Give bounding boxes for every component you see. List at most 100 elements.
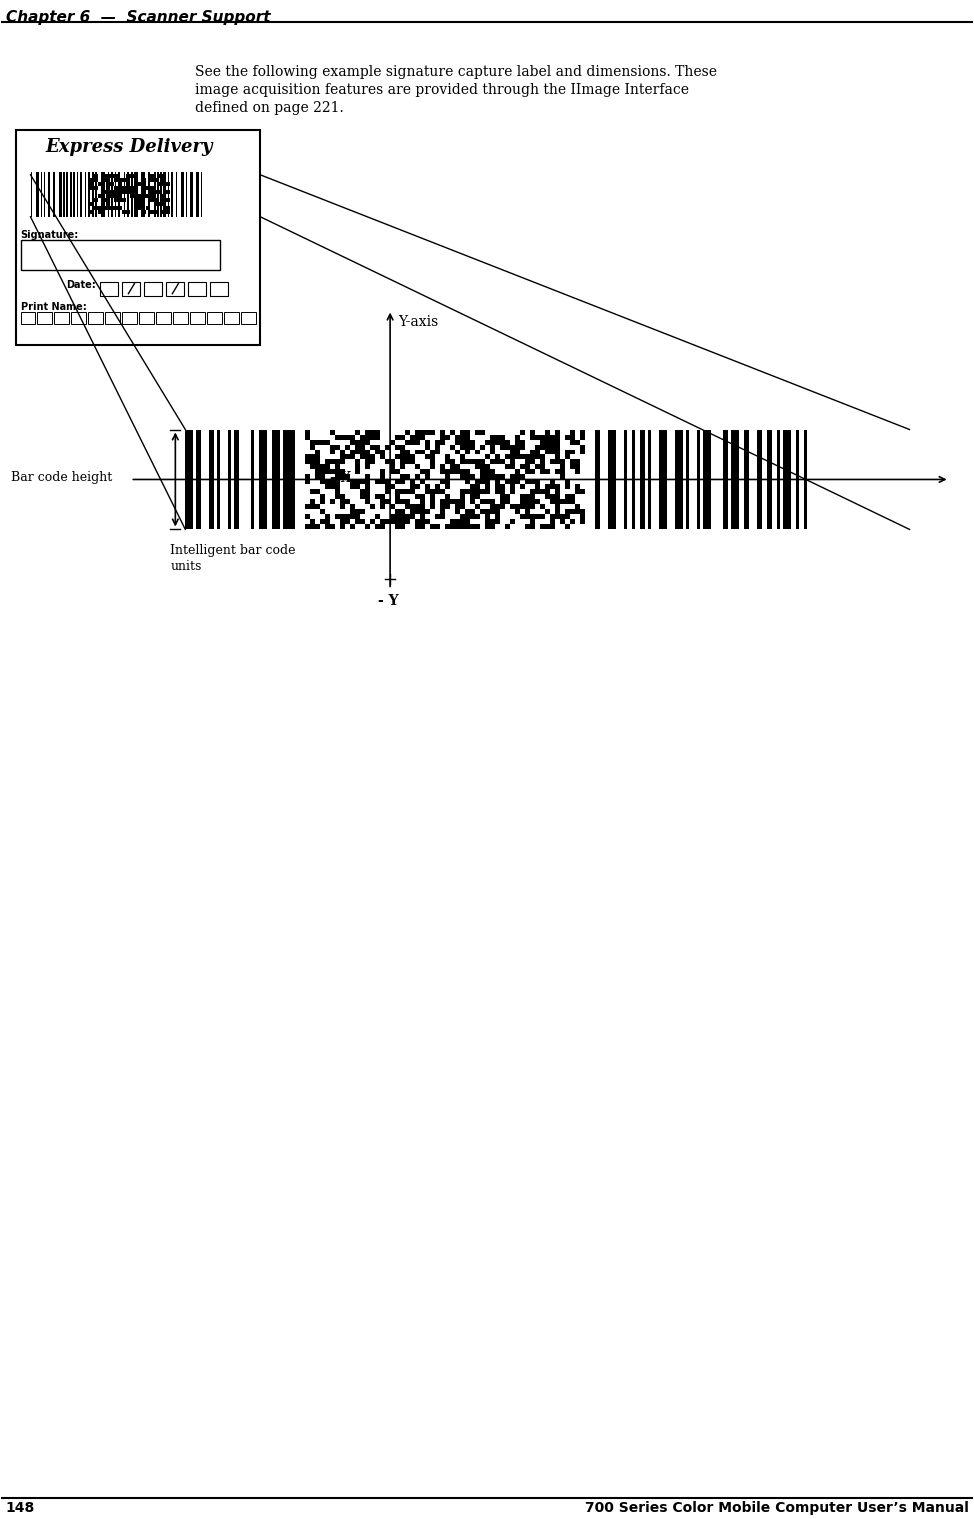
Bar [36,172,39,217]
Bar [500,434,505,439]
Bar [580,509,585,515]
Bar [173,311,188,324]
Bar [360,445,365,450]
Bar [325,459,330,465]
Bar [356,509,360,515]
Bar [431,500,435,504]
Bar [450,430,455,434]
Bar [405,489,410,495]
Bar [485,465,490,469]
Bar [555,430,560,434]
Bar [360,509,365,515]
Bar [500,445,505,450]
Bar [465,469,470,474]
Bar [796,430,799,530]
Bar [330,430,335,434]
Bar [565,495,570,500]
Bar [565,509,570,515]
Bar [475,489,480,495]
Bar [465,524,470,530]
Bar [440,469,445,474]
Bar [365,430,370,434]
Bar [310,524,316,530]
Bar [465,445,470,450]
Bar [123,311,137,324]
Bar [150,190,154,194]
Bar [168,172,169,217]
Bar [259,430,267,530]
Bar [555,434,560,439]
Bar [544,434,550,439]
Bar [150,173,154,178]
Bar [41,172,43,217]
Bar [490,469,495,474]
Bar [330,500,335,504]
Bar [415,434,420,439]
Bar [350,454,356,459]
Bar [345,445,350,450]
Bar [544,445,550,450]
Bar [134,172,138,217]
Bar [560,469,565,474]
Bar [500,495,505,500]
Bar [114,178,119,182]
Bar [530,489,535,495]
Bar [460,474,465,480]
Bar [420,504,425,509]
Bar [330,480,335,485]
Bar [134,178,138,182]
Bar [550,439,555,445]
Bar [400,515,405,519]
Bar [395,515,400,519]
Bar [305,454,310,459]
Bar [123,190,127,194]
Bar [305,504,310,509]
Text: - X: - X [330,471,352,486]
Bar [485,485,490,489]
Bar [320,469,325,474]
Bar [85,172,87,217]
Bar [570,459,575,465]
Bar [138,202,142,205]
Bar [242,311,256,324]
Bar [505,480,510,485]
Bar [345,519,350,524]
Text: 148: 148 [6,1501,35,1516]
Bar [510,445,515,450]
Bar [310,519,316,524]
Bar [142,190,146,194]
Bar [510,519,515,524]
Bar [510,480,515,485]
Bar [228,430,231,530]
Bar [455,500,460,504]
Bar [161,172,162,217]
Bar [110,190,114,194]
Bar [470,445,475,450]
Bar [385,480,391,485]
Bar [470,515,475,519]
Bar [180,430,940,530]
Bar [138,194,142,197]
Bar [490,509,495,515]
Bar [544,489,550,495]
Bar [757,430,762,530]
Bar [440,509,445,515]
Bar [570,430,575,434]
Bar [455,465,460,469]
Bar [400,434,405,439]
Bar [415,439,420,445]
Bar [385,445,391,450]
Bar [410,454,415,459]
Bar [465,509,470,515]
Bar [340,459,345,465]
Bar [470,524,475,530]
Bar [150,197,154,202]
Bar [380,454,385,459]
Bar [146,194,150,197]
Bar [142,185,146,190]
Bar [146,185,150,190]
Bar [420,480,425,485]
Bar [465,450,470,454]
Bar [310,489,316,495]
Bar [106,173,110,178]
